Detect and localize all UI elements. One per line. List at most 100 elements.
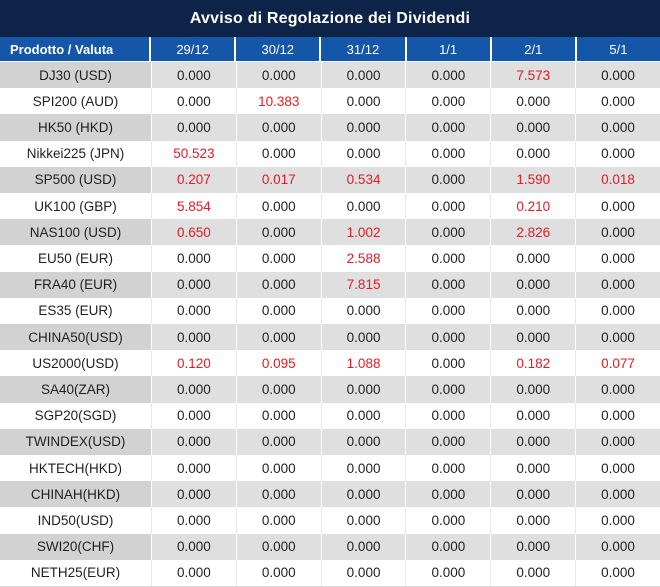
- dividend-value-cell: 0.000: [235, 428, 321, 456]
- date-column-header: 30/12: [236, 37, 322, 61]
- dividend-value-cell: 0.000: [320, 455, 406, 482]
- dividend-value-cell: 0.000: [151, 559, 236, 587]
- dividend-value-cell: 0.000: [490, 481, 576, 508]
- dividend-value-cell: 0.000: [151, 62, 236, 89]
- table-row: FRA40 (EUR) 0.000 0.000 7.815 0.000 0.000 0.00…: [0, 271, 660, 298]
- product-cell: ES35 (EUR): [38, 303, 113, 319]
- dividend-value-cell: 0.000: [490, 114, 576, 141]
- dividend-value-cell: 0.000: [490, 402, 575, 429]
- dividend-value-cell: 0.000: [575, 245, 660, 272]
- dividend-value-cell: 0.000: [405, 140, 490, 167]
- dividend-value-cell: 0.000: [405, 455, 490, 482]
- dividend-value-cell: 0.000: [405, 245, 490, 272]
- table-header-row: Prodotto / Valuta 29/12 30/12 31/12 1/1 2/1 5…: [0, 37, 660, 62]
- dividend-value-cell: 0.000: [235, 376, 321, 403]
- dividend-value-cell: 2.588: [320, 245, 406, 272]
- table-row: SP500 (USD) 0.207 0.017 0.534 0.000 1.590 0.01…: [0, 166, 660, 194]
- date-column-header: 2/1: [492, 37, 577, 61]
- dividend-value-cell: 0.000: [575, 193, 660, 220]
- dividend-value-cell: 0.000: [320, 507, 406, 534]
- dividend-value-cell: 50.523: [151, 140, 236, 167]
- product-cell: IND50(USD): [37, 513, 114, 529]
- dividend-value-cell: 0.000: [575, 481, 660, 508]
- product-cell: NETH25(EUR): [30, 565, 121, 581]
- dividend-value-cell: 0.000: [235, 297, 321, 325]
- dividend-value-cell: 0.000: [490, 533, 576, 560]
- product-cell: CHINA50(USD): [0, 324, 151, 351]
- dividend-value-cell: 0.000: [235, 507, 321, 534]
- product-cell: DJ30 (USD): [0, 62, 151, 89]
- dividend-value-cell: 0.000: [151, 507, 236, 534]
- product-cell: SP500 (USD): [0, 166, 151, 194]
- dividend-value-cell: 7.573: [490, 62, 576, 89]
- dividend-value-cell: 0.000: [405, 350, 490, 377]
- dividend-value-cell: 0.000: [320, 88, 406, 115]
- dividend-value-cell: 0.000: [405, 271, 491, 298]
- page-title: Avviso di Regolazione dei Dividendi: [0, 0, 660, 37]
- product-cell: NAS100 (USD): [0, 219, 151, 246]
- dividend-value-cell: 0.000: [575, 402, 660, 429]
- dividend-value-cell: 0.000: [405, 533, 491, 560]
- table-row: HK50 (HKD) 0.000 0.000 0.000 0.000 0.000 0.000: [0, 114, 660, 141]
- dividend-value-cell: 0.000: [235, 219, 321, 246]
- dividend-value-cell: 0.000: [235, 481, 321, 508]
- dividend-value-cell: 0.000: [151, 114, 236, 141]
- dividend-value-cell: 0.000: [575, 507, 660, 534]
- dividend-value-cell: 0.000: [405, 402, 490, 429]
- dividend-value-cell: 0.095: [235, 350, 321, 377]
- dividend-value-cell: 0.000: [405, 114, 491, 141]
- dividend-value-cell: 0.000: [320, 376, 406, 403]
- dividend-value-cell: 0.000: [151, 324, 236, 351]
- product-cell: SPI200 (AUD): [32, 93, 119, 109]
- product-cell: FRA40 (EUR): [0, 271, 151, 298]
- dividend-value-cell: 0.210: [490, 193, 575, 220]
- dividend-value-cell: 0.000: [235, 62, 321, 89]
- dividend-value-cell: 0.000: [490, 559, 575, 587]
- table-row: HKTECH(HKD) 0.000 0.000 0.000 0.000 0.000 0.00…: [0, 455, 660, 482]
- dividend-value-cell: 0.000: [320, 114, 406, 141]
- product-cell: SGP20(SGD): [34, 408, 117, 424]
- product-cell: HK50 (HKD): [0, 114, 151, 141]
- table-row: NETH25(EUR) 0.000 0.000 0.000 0.000 0.000 0.00…: [0, 559, 660, 587]
- table-row: IND50(USD) 0.000 0.000 0.000 0.000 0.000 0.000: [0, 507, 660, 534]
- dividend-value-cell: 0.000: [575, 428, 660, 456]
- dividend-value-cell: 0.018: [575, 166, 660, 194]
- table-row: CHINA50(USD) 0.000 0.000 0.000 0.000 0.000 0.0…: [0, 324, 660, 351]
- dividend-value-cell: 0.000: [151, 481, 236, 508]
- dividend-value-cell: 0.650: [151, 219, 236, 246]
- dividend-value-cell: 0.000: [575, 324, 660, 351]
- dividend-value-cell: 0.000: [151, 455, 236, 482]
- dividend-value-cell: 0.000: [320, 324, 406, 351]
- product-column-header: Prodotto / Valuta: [0, 37, 151, 61]
- dividend-value-cell: 0.000: [575, 559, 660, 587]
- dividend-value-cell: 0.000: [235, 324, 321, 351]
- product-cell: CHINAH(HKD): [0, 481, 151, 508]
- dividend-value-cell: 0.000: [151, 376, 236, 403]
- dividend-value-cell: 0.000: [575, 376, 660, 403]
- dividend-value-cell: 10.383: [235, 88, 321, 115]
- dividend-value-cell: 0.000: [235, 140, 321, 167]
- dividend-value-cell: 0.000: [235, 533, 321, 560]
- dividend-value-cell: 0.000: [405, 297, 490, 325]
- dividend-value-cell: 0.000: [490, 455, 575, 482]
- table-row: CHINAH(HKD) 0.000 0.000 0.000 0.000 0.000 0.00…: [0, 481, 660, 508]
- dividend-value-cell: 0.000: [575, 271, 660, 298]
- dividend-value-cell: 0.000: [235, 559, 321, 587]
- dividend-value-cell: 0.000: [490, 88, 575, 115]
- dividend-value-cell: 0.000: [490, 507, 575, 534]
- table-row: UK100 (GBP) 5.854 0.000 0.000 0.000 0.210 0.00…: [0, 193, 660, 220]
- date-column-header: 31/12: [321, 37, 407, 61]
- dividend-value-cell: 0.000: [405, 376, 491, 403]
- dividend-value-cell: 7.815: [320, 271, 406, 298]
- dividend-value-cell: 0.000: [235, 402, 321, 429]
- dividend-value-cell: 0.000: [490, 245, 575, 272]
- dividend-value-cell: 0.000: [235, 271, 321, 298]
- dividend-value-cell: 0.000: [405, 324, 491, 351]
- dividend-value-cell: 0.000: [405, 88, 490, 115]
- table-row: ES35 (EUR) 0.000 0.000 0.000 0.000 0.000 0.000: [0, 297, 660, 325]
- dividend-value-cell: 0.000: [490, 324, 576, 351]
- dividend-value-cell: 0.000: [235, 193, 321, 220]
- date-column-header: 1/1: [407, 37, 492, 61]
- dividend-value-cell: 0.000: [235, 455, 321, 482]
- table-row: Nikkei225 (JPN) 50.523 0.000 0.000 0.000 0.00…: [0, 140, 660, 167]
